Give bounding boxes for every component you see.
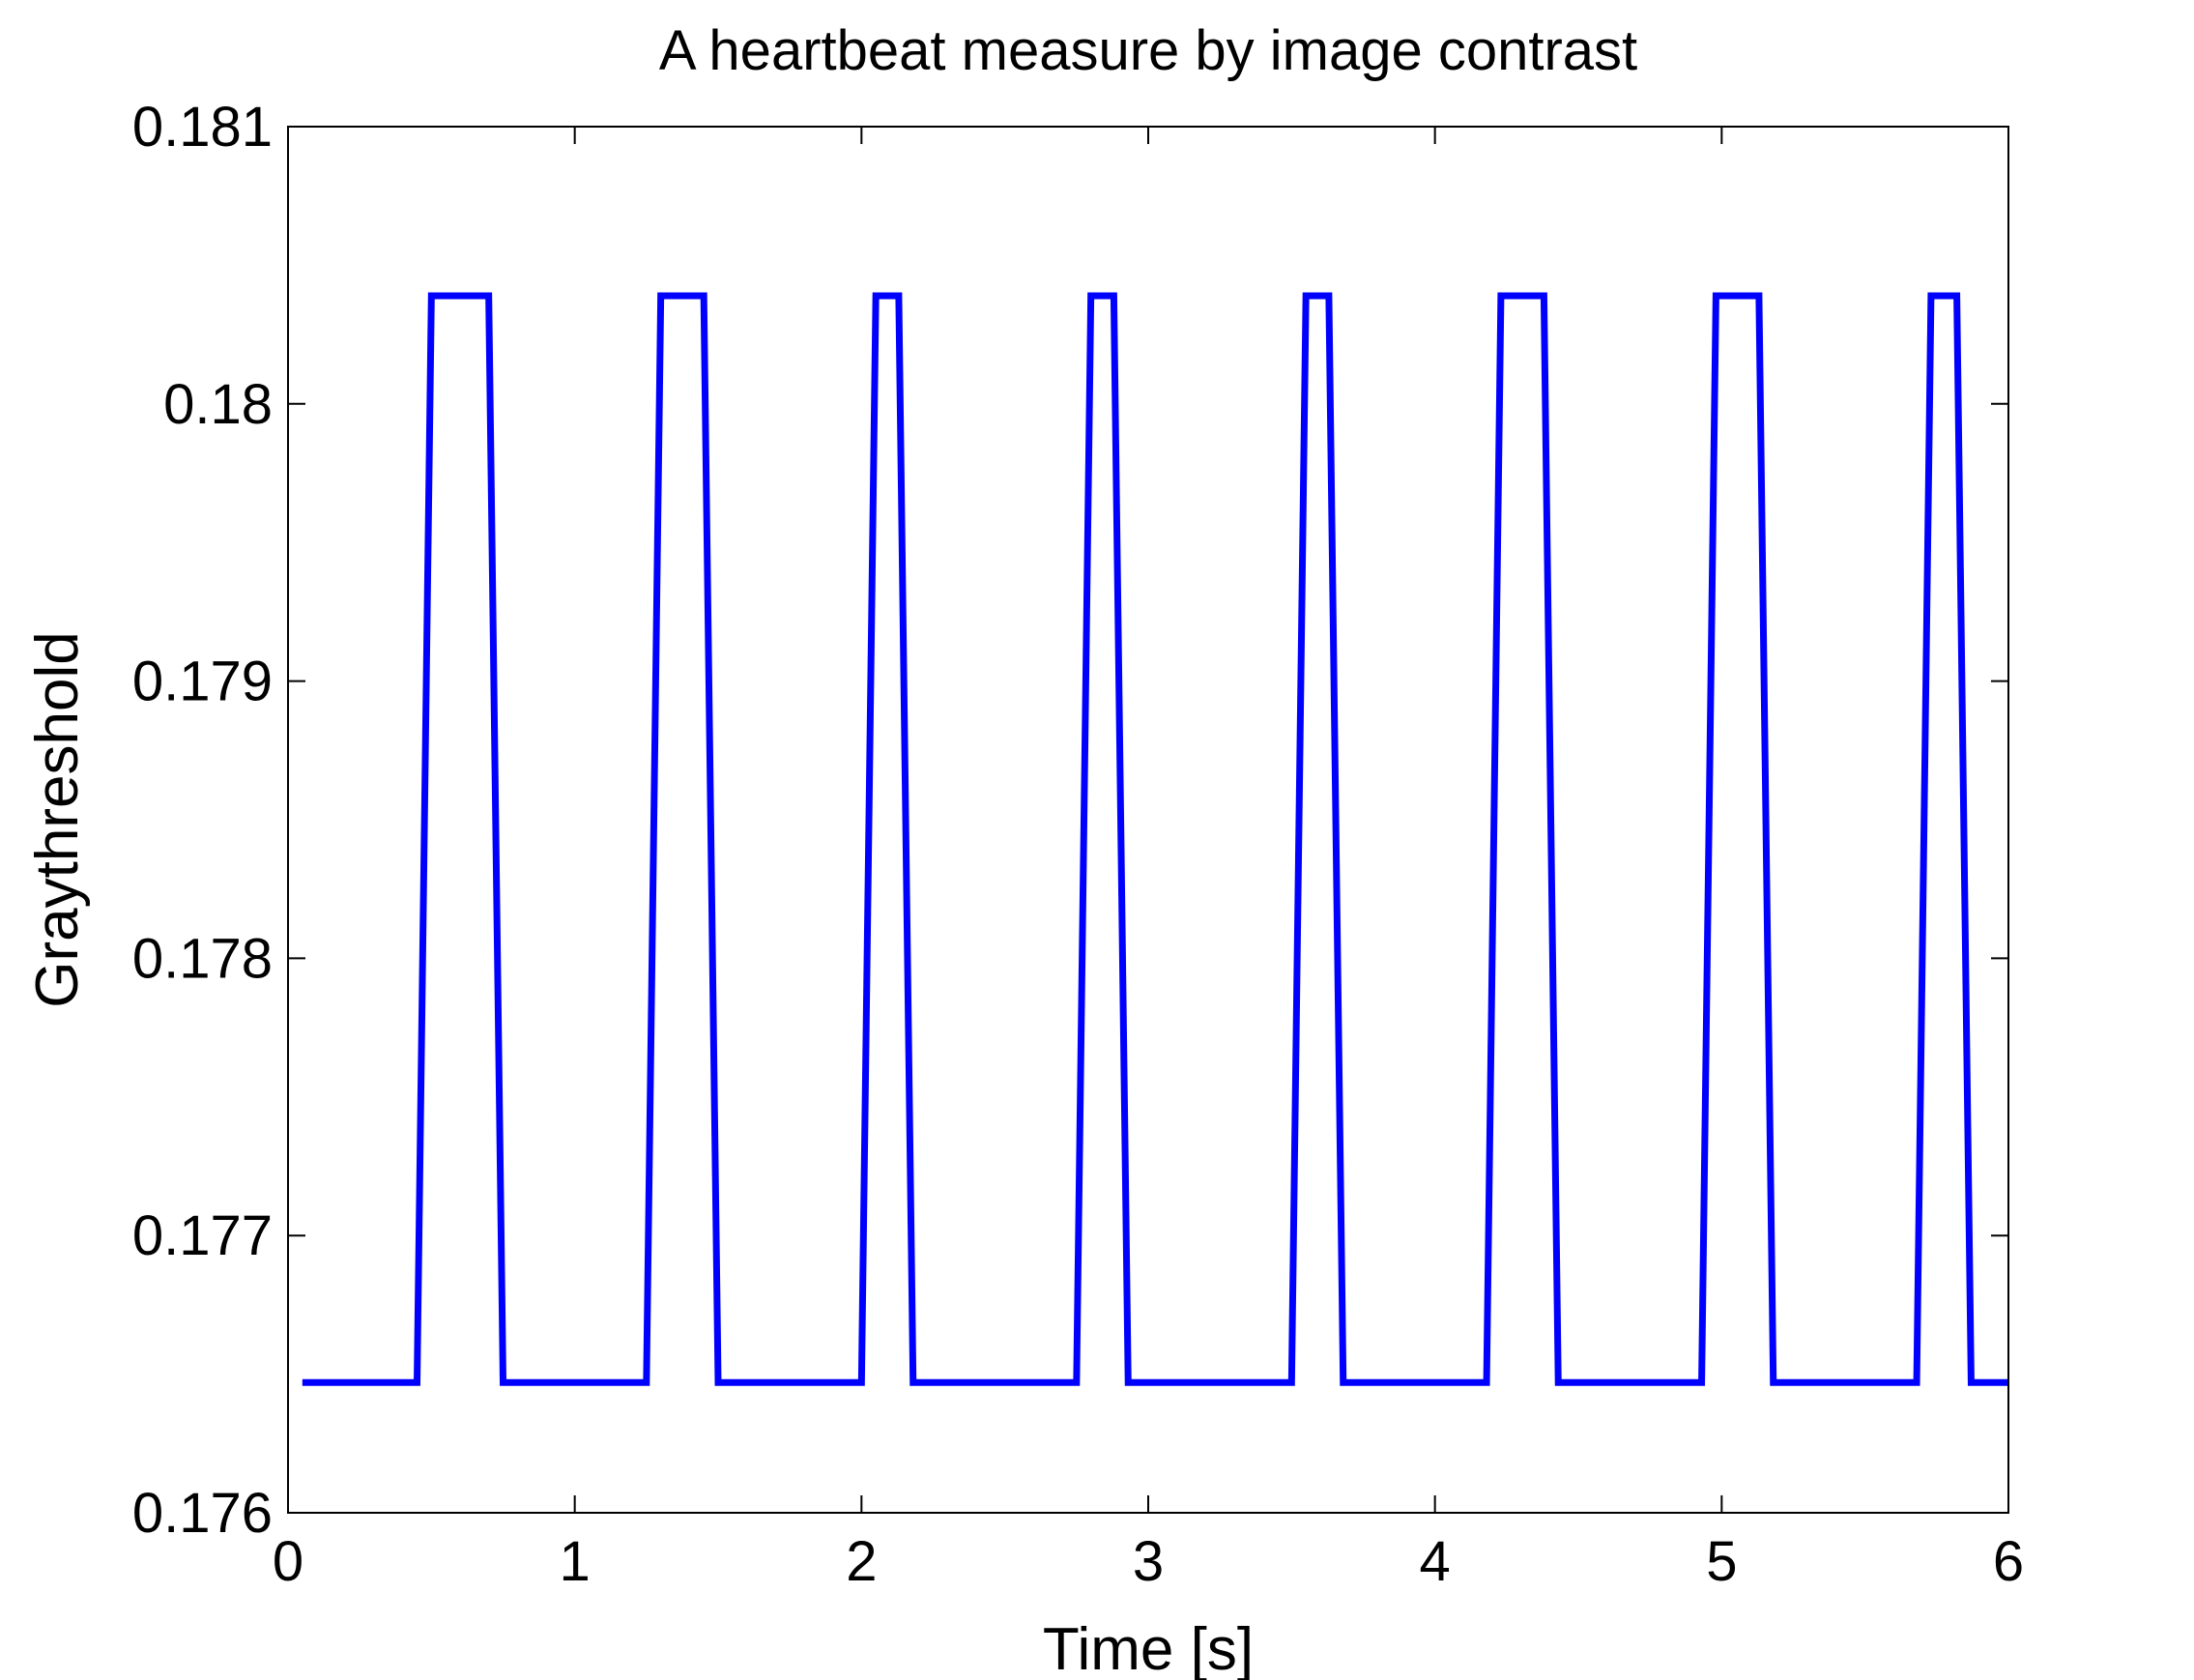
y-tick-label: 0.179 bbox=[132, 651, 273, 713]
x-tick-label: 2 bbox=[846, 1530, 877, 1593]
plot-area bbox=[288, 127, 2008, 1513]
y-axis-label: Graythreshold bbox=[24, 631, 91, 1007]
x-axis-ticks: 0 1 2 3 4 5 6 bbox=[273, 127, 2024, 1593]
y-tick-label: 0.18 bbox=[163, 373, 273, 436]
x-tick-label: 3 bbox=[1133, 1530, 1164, 1593]
series-layer bbox=[302, 292, 2008, 1386]
y-tick-label: 0.178 bbox=[132, 927, 273, 990]
x-tick-label: 1 bbox=[560, 1530, 591, 1593]
plot-background bbox=[288, 127, 2008, 1513]
y-tick-label: 0.176 bbox=[132, 1482, 273, 1545]
y-axis-ticks: 0.176 0.177 0.178 0.179 0.18 0.181 bbox=[132, 96, 2008, 1545]
x-tick-label: 5 bbox=[1706, 1530, 1737, 1593]
y-tick-label: 0.181 bbox=[132, 96, 273, 159]
y-tick-label: 0.177 bbox=[132, 1204, 273, 1267]
x-tick-label: 6 bbox=[1993, 1530, 2024, 1593]
series-line-1 bbox=[302, 292, 2008, 1386]
x-tick-label: 0 bbox=[273, 1530, 303, 1593]
chart-title: A heartbeat measure by image contrast bbox=[659, 19, 1637, 82]
x-tick-label: 4 bbox=[1420, 1530, 1451, 1593]
x-axis-label: Time [s] bbox=[1043, 1616, 1254, 1680]
